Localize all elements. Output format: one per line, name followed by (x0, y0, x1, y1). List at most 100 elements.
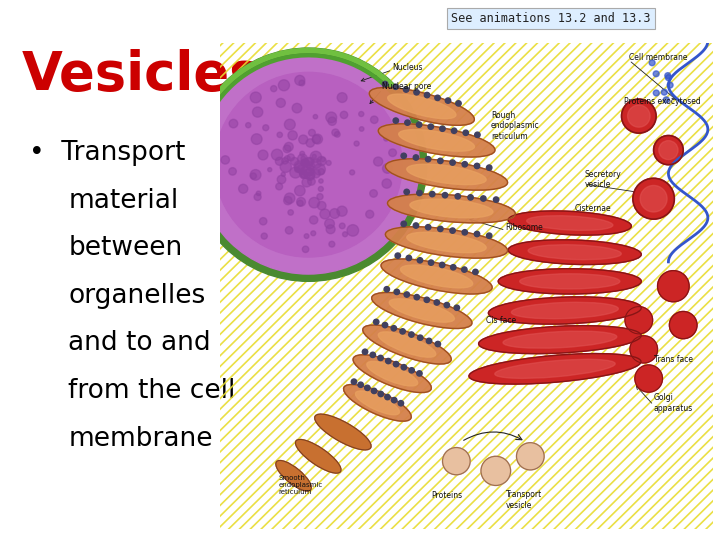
Circle shape (300, 170, 307, 178)
Circle shape (337, 93, 347, 103)
Circle shape (406, 255, 412, 261)
Circle shape (455, 194, 461, 199)
Circle shape (463, 130, 469, 136)
Circle shape (416, 122, 422, 127)
Circle shape (312, 159, 321, 168)
Circle shape (284, 193, 295, 204)
Circle shape (653, 71, 659, 77)
Circle shape (371, 116, 378, 124)
Circle shape (290, 167, 301, 178)
Text: Proteins exocytosed: Proteins exocytosed (624, 97, 701, 106)
Circle shape (250, 170, 261, 180)
Circle shape (238, 184, 248, 193)
Circle shape (392, 397, 397, 403)
Circle shape (413, 155, 418, 160)
Circle shape (256, 191, 261, 195)
Circle shape (197, 55, 419, 274)
Circle shape (281, 172, 285, 177)
Circle shape (414, 294, 420, 300)
Circle shape (251, 134, 262, 144)
Circle shape (401, 153, 407, 158)
Circle shape (424, 92, 430, 98)
Ellipse shape (387, 194, 516, 223)
Circle shape (358, 382, 364, 387)
Circle shape (405, 120, 410, 125)
Circle shape (307, 158, 314, 165)
Circle shape (439, 262, 445, 268)
Circle shape (280, 161, 292, 172)
Circle shape (301, 159, 309, 167)
Circle shape (259, 218, 267, 225)
Circle shape (312, 169, 320, 178)
Text: from the cell: from the cell (68, 378, 235, 404)
Ellipse shape (400, 265, 473, 288)
Circle shape (307, 172, 315, 180)
Circle shape (468, 195, 473, 200)
Text: Ribosome: Ribosome (505, 224, 544, 232)
Text: Vesicles: Vesicles (22, 49, 261, 100)
Text: organelles: organelles (68, 283, 206, 309)
Circle shape (304, 168, 315, 180)
Circle shape (229, 119, 238, 128)
Circle shape (251, 173, 256, 179)
Circle shape (302, 246, 309, 253)
Circle shape (312, 135, 320, 143)
Ellipse shape (520, 274, 620, 289)
Circle shape (451, 128, 456, 133)
Circle shape (649, 60, 655, 66)
Circle shape (487, 165, 492, 170)
Circle shape (307, 178, 315, 185)
Circle shape (430, 191, 435, 197)
Circle shape (409, 332, 414, 337)
Circle shape (302, 178, 311, 187)
Text: Transport
vesicle: Transport vesicle (505, 490, 542, 510)
Circle shape (229, 167, 236, 175)
Circle shape (516, 443, 544, 470)
Text: between: between (68, 235, 183, 261)
Circle shape (493, 197, 499, 202)
Circle shape (665, 75, 671, 80)
Text: Cisternae: Cisternae (575, 204, 611, 213)
Circle shape (308, 165, 313, 171)
Circle shape (413, 223, 418, 228)
Circle shape (354, 141, 359, 146)
Circle shape (309, 198, 320, 208)
Circle shape (313, 114, 318, 119)
Circle shape (445, 98, 451, 103)
Circle shape (374, 319, 379, 325)
Circle shape (400, 329, 405, 334)
Ellipse shape (488, 297, 642, 324)
Circle shape (487, 233, 492, 238)
Circle shape (287, 154, 294, 161)
Circle shape (318, 201, 326, 210)
Ellipse shape (508, 240, 642, 265)
Circle shape (434, 300, 439, 305)
Circle shape (450, 228, 455, 233)
Circle shape (284, 143, 293, 151)
Circle shape (306, 161, 315, 170)
Circle shape (294, 76, 305, 85)
Circle shape (395, 253, 400, 258)
Circle shape (285, 227, 293, 234)
Circle shape (389, 149, 397, 157)
Circle shape (258, 150, 268, 160)
Circle shape (300, 151, 305, 156)
Circle shape (378, 392, 384, 397)
Circle shape (306, 164, 311, 168)
Ellipse shape (410, 199, 493, 218)
Ellipse shape (381, 259, 492, 294)
Circle shape (401, 221, 407, 226)
Circle shape (294, 161, 305, 171)
Circle shape (384, 137, 389, 141)
Text: •  Transport: • Transport (29, 140, 185, 166)
Ellipse shape (390, 299, 454, 322)
Circle shape (662, 89, 667, 95)
Circle shape (271, 149, 283, 160)
Circle shape (394, 289, 400, 294)
Circle shape (261, 233, 267, 239)
Circle shape (393, 361, 399, 367)
Circle shape (473, 269, 478, 275)
Circle shape (657, 271, 689, 302)
Circle shape (481, 456, 510, 485)
Ellipse shape (315, 414, 371, 450)
